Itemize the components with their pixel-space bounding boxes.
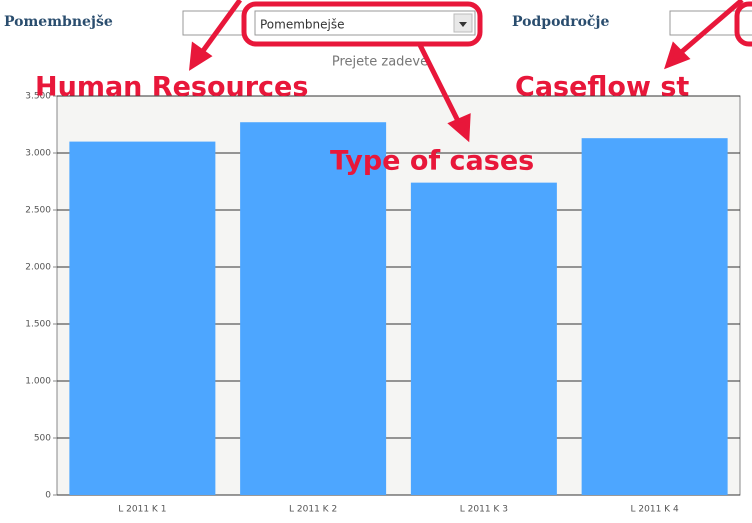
arrow xyxy=(676,0,744,57)
select[interactable] xyxy=(182,10,244,36)
chart-title: Prejete zadeve xyxy=(332,55,428,70)
x-tick-label: L 2011 K 1 xyxy=(118,505,166,515)
filter-label: Pomembnejše xyxy=(4,14,113,30)
highlight xyxy=(241,1,483,47)
y-tick-label: 1.500 xyxy=(25,320,51,330)
y-tick-label: 500 xyxy=(34,434,51,444)
arrow-head xyxy=(664,41,691,70)
y-tick-label: 3.500 xyxy=(25,92,51,102)
arrow xyxy=(197,0,243,57)
y-tick-label: 2.500 xyxy=(25,206,51,216)
filter-label: Podpodročje xyxy=(512,14,609,30)
annotation: Human Resources xyxy=(35,72,308,103)
annotation: Caseflow st xyxy=(515,72,689,103)
y-tick-label: 3.000 xyxy=(25,149,51,159)
arrow-head xyxy=(189,41,213,71)
select[interactable] xyxy=(254,10,476,36)
y-tick-label: 1.000 xyxy=(25,377,51,387)
y-tick-label: 2.000 xyxy=(25,263,51,273)
bar xyxy=(69,141,216,495)
bar xyxy=(410,182,557,495)
arrow-head xyxy=(447,113,471,143)
arrow xyxy=(417,43,463,127)
highlight xyxy=(734,1,752,47)
annotation: Type of cases xyxy=(330,146,534,177)
bar xyxy=(240,122,387,495)
select[interactable] xyxy=(669,10,752,36)
dropdown-arrow xyxy=(459,22,467,27)
y-tick-label: 0 xyxy=(45,491,51,501)
bar xyxy=(581,138,728,495)
x-tick-label: L 2011 K 2 xyxy=(289,505,337,515)
x-tick-label: L 2011 K 4 xyxy=(631,505,679,515)
annotations xyxy=(189,0,744,143)
x-tick-label: L 2011 K 3 xyxy=(460,505,508,515)
select-value: Pomembnejše xyxy=(260,18,345,32)
